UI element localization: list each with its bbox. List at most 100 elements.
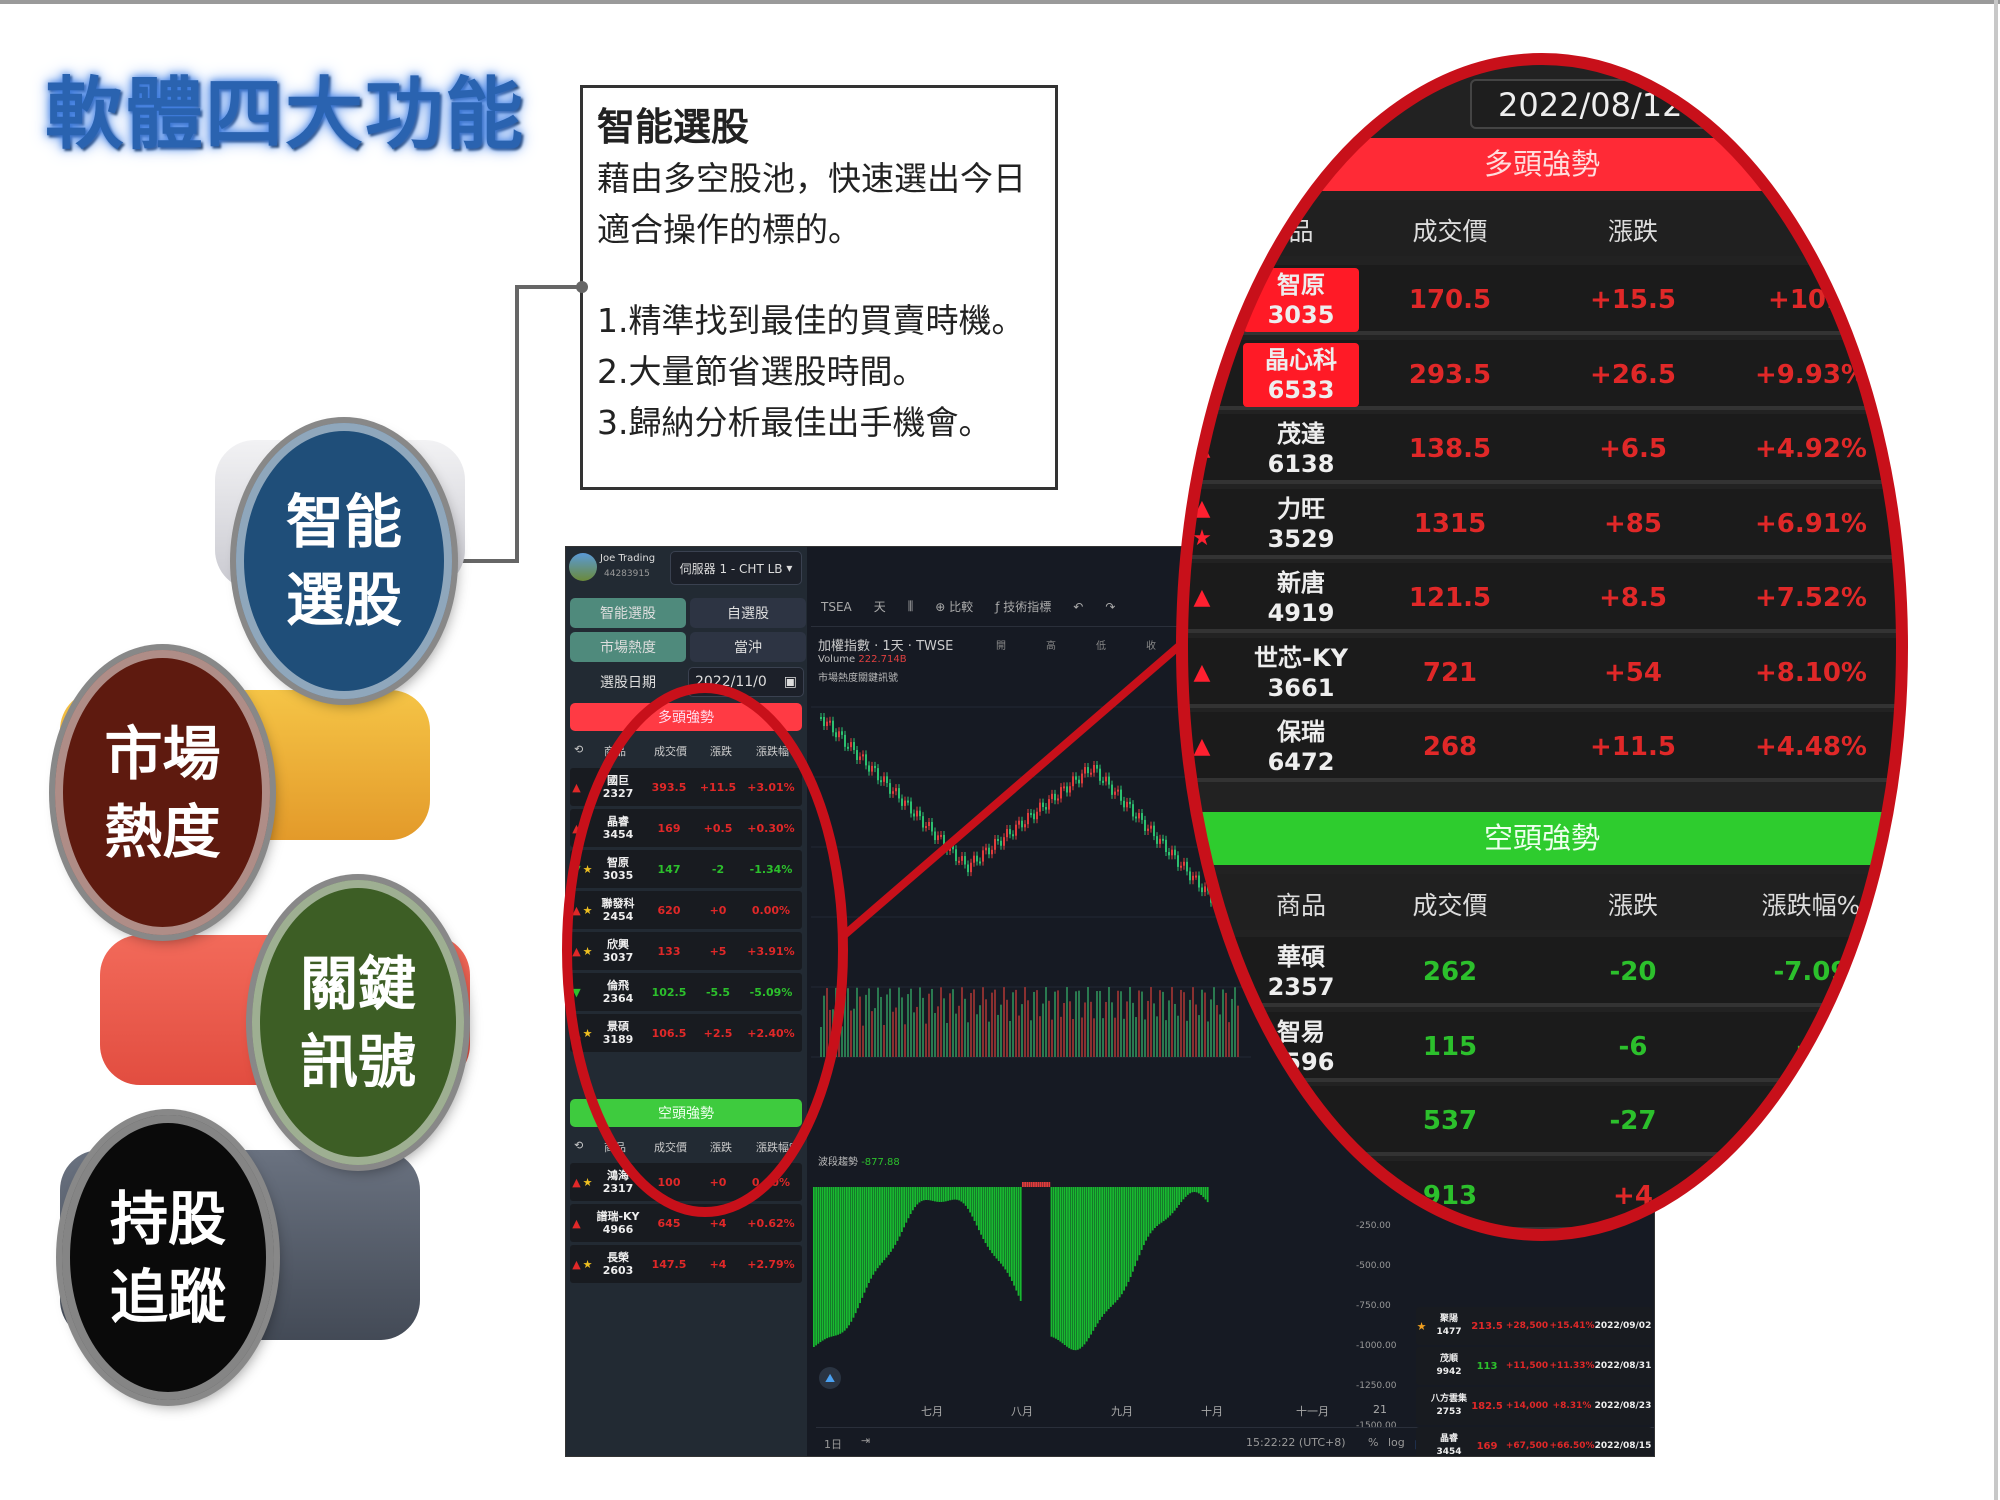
refresh-icon[interactable]: ⟲ <box>574 1139 584 1152</box>
range-button[interactable]: 1日 <box>824 1438 842 1451</box>
zoom-column-header[interactable]: 成交價 <box>1412 891 1488 920</box>
oscillator-chart[interactable] <box>811 1167 1251 1387</box>
zoom-stock-row[interactable]: 華碩 2357 262 -20 -7.09 <box>1180 937 1904 1007</box>
zoom-stock-row[interactable]: ▲ ★ 力旺 3529 1315 +85 +6.91% <box>1180 488 1904 559</box>
volume-bar <box>838 996 840 1057</box>
oscillator-bar <box>1024 1182 1026 1187</box>
feature-label: 智能選股 <box>285 488 402 634</box>
date-range-icon[interactable]: ⇥ <box>861 1434 871 1447</box>
zoom-stock-change-pct: +6.91% <box>1755 508 1867 539</box>
oscillator-bar <box>905 1187 908 1223</box>
nav-watchlist[interactable]: 自選股 <box>690 598 806 628</box>
log-scale[interactable]: log <box>1388 1436 1405 1449</box>
oscillator-bar <box>1030 1182 1033 1187</box>
zoom-stock-row[interactable]: ▲ 茂達 6138 138.5 +6.5 +4.92% <box>1180 414 1904 484</box>
avatar[interactable] <box>569 553 597 581</box>
symbol-input[interactable]: TSEA <box>821 599 852 614</box>
feature-holdings-tracking[interactable]: 持股追蹤 <box>62 1115 274 1400</box>
oscillator-bar <box>1204 1187 1207 1200</box>
undo-icon[interactable]: ↶ <box>1073 599 1084 614</box>
star-icon[interactable]: ★ <box>582 903 593 917</box>
zoom-stock-name: 茂達 6138 <box>1243 414 1359 484</box>
zoom-column-header[interactable]: 漲跌 <box>1607 891 1658 920</box>
holding-row[interactable]: 晶睿 3454 169 +67,500 +66.50% 2022/08/15 <box>1416 1427 1652 1456</box>
refresh-icon[interactable]: ⟲ <box>574 743 584 756</box>
stock-row[interactable]: ▲ ★ 鴻海 2317 100 +0 0.00% <box>570 1163 802 1201</box>
interval-button[interactable]: 天 <box>873 600 886 614</box>
price-chart[interactable] <box>811 687 1251 1147</box>
indicators-button[interactable]: ƒ 技術指標 <box>995 600 1052 614</box>
oscillator-bar <box>1123 1187 1125 1291</box>
stock-code: 3037 <box>602 951 634 964</box>
star-icon[interactable]: ★ <box>582 1257 593 1271</box>
nav-day-trade[interactable]: 當沖 <box>690 632 806 662</box>
column-header[interactable]: 商品 <box>604 1141 626 1154</box>
candle <box>841 731 843 735</box>
oscillator-bar <box>885 1187 888 1258</box>
feature-market-heat[interactable]: 市場熱度 <box>55 650 270 935</box>
holding-row[interactable]: 茂順 9942 113 +11,500 +11.33% 2022/08/31 <box>1416 1347 1652 1385</box>
star-icon[interactable]: ★ <box>582 944 593 958</box>
zoom-stock-change-pct: +4.48% <box>1755 732 1867 762</box>
oscillator-bar <box>1068 1187 1070 1349</box>
column-header[interactable]: 漲跌 <box>710 1141 732 1154</box>
volume-bar <box>1180 989 1182 1057</box>
column-header[interactable]: 成交價 <box>654 1141 687 1154</box>
column-header[interactable]: 漲跌幅% <box>756 1141 800 1154</box>
calendar-icon[interactable]: ▣ <box>783 674 797 690</box>
oscillator-bar <box>947 1187 949 1201</box>
volume-bar <box>1153 1003 1155 1057</box>
zoom-stock-row[interactable]: ▲ 保瑞 6472 268 +11.5 +4.48% <box>1180 712 1904 782</box>
feature-smart-selection[interactable]: 智能選股 <box>236 423 452 699</box>
nav-market-heat[interactable]: 市場熱度 <box>570 632 686 662</box>
stock-row[interactable]: ▼ ★ 智原 3035 147 -2 -1.34% <box>570 850 802 888</box>
oscillator-bar <box>1184 1187 1187 1197</box>
volume-bar <box>859 996 861 1057</box>
feature-key-signals[interactable]: 關鍵訊號 <box>252 880 464 1165</box>
stock-row[interactable]: ▼ 倫飛 2364 102.5 -5.5 -5.09% <box>570 973 802 1011</box>
candle-type-icon[interactable]: ⫼ <box>907 599 914 613</box>
column-header[interactable]: 成交價 <box>654 745 687 758</box>
oscillator-bar <box>927 1187 930 1201</box>
user-name: Joe Trading <box>600 553 656 564</box>
star-icon[interactable]: ★ <box>582 1026 593 1040</box>
star-icon[interactable]: ★ <box>1416 1319 1427 1333</box>
zoom-column-header[interactable]: 成交價 <box>1412 217 1488 246</box>
stock-row[interactable]: ▲ 晶睿 3454 169 +0.5 +0.30% <box>570 809 802 847</box>
zoom-stock-row[interactable]: 智原 3035 170.5 +15.5 +10.0 <box>1180 265 1904 335</box>
down-arrow-icon: ▼ <box>572 985 581 999</box>
zoom-stock-row[interactable]: ▲ 新唐 4919 121.5 +8.5 +7.52% <box>1180 563 1904 633</box>
ohlc-close: 收 <box>1146 641 1156 652</box>
zoom-stock-row[interactable]: 晶心科 6533 293.5 +26.5 +9.93% <box>1180 339 1904 410</box>
zoom-stock-row[interactable]: ▲ 世芯-KY 3661 721 +54 +8.10% <box>1180 637 1904 708</box>
percent-scale[interactable]: % <box>1368 1436 1379 1449</box>
zoom-column-header[interactable]: 漲跌 <box>1607 217 1658 246</box>
stock-row[interactable]: ▲ 國巨 2327 393.5 +11.5 +3.01% <box>570 768 802 806</box>
zoom-column-header[interactable]: 漲跌幅% <box>1761 891 1861 920</box>
column-header[interactable]: 商品 <box>604 745 626 758</box>
stock-row[interactable]: ▲ ★ 欣興 3037 133 +5 +3.91% <box>570 932 802 970</box>
stock-row[interactable]: ▲ 譜瑞-KY 4966 645 +4 +0.62% <box>570 1204 802 1242</box>
stock-change: +5 <box>709 944 727 958</box>
column-header[interactable]: 漲跌 <box>710 745 732 758</box>
zoom-column-header[interactable]: 商品 <box>1275 891 1326 920</box>
oscillator-bar <box>1200 1187 1202 1196</box>
stock-row[interactable]: ▲ ★ 聯發科 2454 620 +0 0.00% <box>570 891 802 929</box>
stock-row[interactable]: ▲ ★ 長榮 2603 147.5 +4 +2.79% <box>570 1245 802 1283</box>
star-icon[interactable]: ★ <box>582 862 593 876</box>
redo-icon[interactable]: ↷ <box>1105 599 1116 614</box>
server-dropdown[interactable]: 伺服器 1 - CHT LB ▾ <box>670 551 802 585</box>
oscillator-bar <box>859 1187 861 1304</box>
stock-change: +2.5 <box>703 1026 733 1040</box>
holding-row[interactable]: 八方雲集 2753 182.5 +14,000 +8.31% 2022/08/23 <box>1416 1387 1652 1425</box>
compare-button[interactable]: ⊕ 比較 <box>935 600 974 614</box>
date-picker[interactable]: 2022/11/0 ▣ <box>688 667 804 697</box>
stock-row[interactable]: ▲ ★ 景碩 3189 106.5 +2.5 +2.40% <box>570 1014 802 1052</box>
holding-row[interactable]: ★ 聚陽 1477 213.5 +28,500 +15.41% 2022/09/02 <box>1416 1307 1652 1345</box>
drawing-tool-icon[interactable]: ⛰ <box>819 1367 841 1389</box>
column-header[interactable]: 漲跌幅% <box>756 745 800 758</box>
zoom-stock-code: 3529 <box>1267 524 1335 553</box>
star-icon[interactable]: ★ <box>582 1175 593 1189</box>
zoom-stock-price: 138.5 <box>1408 434 1492 464</box>
nav-smart-selection[interactable]: 智能選股 <box>570 598 686 628</box>
